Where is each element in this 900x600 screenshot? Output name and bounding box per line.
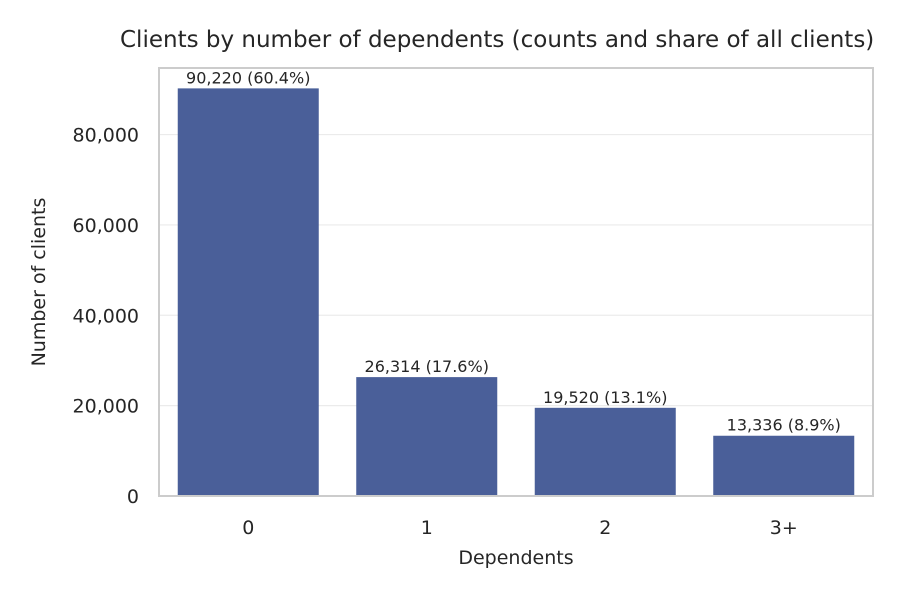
bar-3-plus xyxy=(713,435,855,496)
chart-title: Clients by number of dependents (counts … xyxy=(120,27,874,53)
y-axis-ticks: 0 20,000 40,000 60,000 80,000 xyxy=(73,125,139,508)
y-tick-label: 60,000 xyxy=(73,215,139,237)
bar-data-label: 90,220 (60.4%) xyxy=(186,68,310,87)
bar-2 xyxy=(534,407,676,496)
y-tick-label: 0 xyxy=(127,486,139,508)
plot-frame xyxy=(158,67,874,497)
bars xyxy=(177,88,855,496)
bar-data-label: 13,336 (8.9%) xyxy=(727,416,841,435)
bar-1 xyxy=(356,377,498,496)
y-tick-label: 20,000 xyxy=(73,396,139,418)
x-tick-label: 3+ xyxy=(770,517,798,539)
x-tick-label: 1 xyxy=(421,517,433,539)
bar-data-label: 19,520 (13.1%) xyxy=(543,388,667,407)
x-tick-label: 2 xyxy=(599,517,611,539)
y-tick-label: 80,000 xyxy=(73,125,139,147)
bar-0 xyxy=(177,88,319,496)
y-tick-label: 40,000 xyxy=(73,305,139,327)
bar-data-label: 26,314 (17.6%) xyxy=(365,357,489,376)
y-axis-label: Number of clients xyxy=(28,198,50,367)
x-axis-label: Dependents xyxy=(458,547,573,569)
data-labels: 90,220 (60.4%) 26,314 (17.6%) 19,520 (13.1… xyxy=(186,68,841,434)
x-tick-label: 0 xyxy=(242,517,254,539)
x-axis-ticks: 0 1 2 3+ xyxy=(242,517,798,539)
